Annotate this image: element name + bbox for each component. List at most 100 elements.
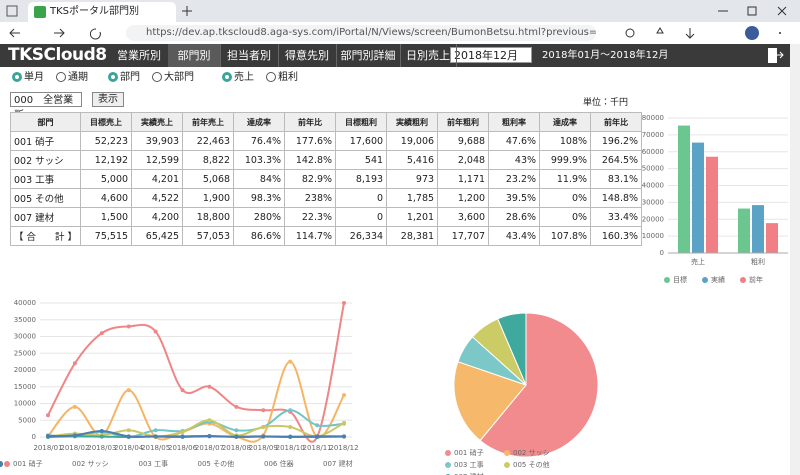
bar [766, 223, 778, 253]
nav-item[interactable]: 部門別詳細 [336, 44, 401, 67]
radio-option[interactable]: 粗利 [266, 71, 298, 85]
new-tab[interactable] [180, 4, 194, 18]
x-tick-label: 2018/03 [87, 444, 116, 452]
legend-swatch [0, 461, 3, 467]
tab-actions[interactable] [6, 5, 18, 17]
y-tick-label: 0 [660, 249, 664, 257]
pie-slice [479, 312, 599, 458]
toolbar-icons[interactable] [620, 25, 790, 41]
line-point [342, 434, 346, 439]
window-controls[interactable] [712, 4, 796, 18]
legend-label: 002 サッシ [513, 449, 550, 457]
x-tick-label: 2018/01 [33, 444, 62, 452]
radio-label: 単月 [24, 72, 44, 83]
y-tick-label: 50000 [642, 165, 664, 173]
line-point [288, 359, 293, 364]
column-header: 前年売上 [182, 112, 235, 132]
column-header: 達成率 [233, 112, 286, 132]
y-tick-label: 15000 [14, 383, 36, 391]
line-point [99, 434, 104, 439]
line-point [342, 301, 346, 305]
x-tick-label: 2018/11 [303, 444, 332, 452]
line-point [207, 384, 212, 389]
row-label: 【 合 計 】 [9, 226, 82, 246]
legend-label: 001 硝子 [454, 448, 484, 457]
column-header: 粗利率 [488, 112, 541, 132]
radio-dot[interactable] [222, 72, 232, 82]
x-tick-label: 2018/08 [222, 444, 251, 452]
line-point [126, 428, 131, 433]
scrollbar[interactable] [790, 44, 800, 475]
pie-slice [497, 312, 527, 386]
radio-option[interactable]: 通期 [56, 71, 88, 85]
legend-label: 007 建材 [323, 459, 353, 468]
nav-buttons[interactable] [6, 25, 116, 41]
line-point [72, 433, 77, 438]
radio-option[interactable]: 売上 [222, 71, 254, 85]
bar [706, 156, 718, 253]
y-tick-label: 25000 [14, 349, 36, 357]
y-tick-label: 70000 [642, 131, 664, 139]
x-tick-label: 2018/05 [141, 444, 170, 452]
nav-item[interactable]: 日別売上 [400, 44, 457, 67]
nav-item[interactable]: 担当者別 [220, 44, 279, 67]
logout-icon[interactable] [766, 47, 784, 64]
logo[interactable]: TKSCloud8 [8, 45, 107, 65]
show-button[interactable]: 表示 [92, 92, 124, 107]
table-row: 007 建材 1,500 4,200 18,800 280% 22.3% 0 1,201 3,6… [9, 207, 643, 227]
legend-swatch [4, 461, 10, 467]
x-tick-label: 2018/04 [114, 444, 144, 452]
month-picker[interactable]: 2018年12月 [450, 47, 532, 63]
table-row: 【 合 計 】 75,515 65,425 57,053 86.6% 114.7% 26,3… [9, 226, 643, 246]
app-header: TKSCloud8 2018年12月 2018年01月～2018年12月 営業所… [0, 44, 790, 67]
table-cell: 160.3% [590, 226, 643, 246]
line-point [234, 428, 239, 433]
nav-item[interactable]: 得意先別 [278, 44, 337, 67]
legend-label: 実績 [711, 275, 725, 284]
y-tick-label: 5000 [18, 416, 36, 424]
x-tick-label: 2018/07 [195, 444, 224, 452]
legend-label: 001 硝子 [13, 459, 43, 468]
line-point [288, 424, 293, 429]
line-point [207, 418, 212, 423]
line-point [342, 393, 346, 398]
legend-label: 007 建材 [454, 472, 484, 475]
y-tick-label: 10000 [642, 232, 664, 240]
legend-label: 003 工事 [139, 459, 169, 468]
y-tick-label: 80000 [642, 114, 664, 122]
url-field[interactable]: https://dev.ap.tkscloud8.aga-sys.com/iPo… [126, 25, 596, 41]
legend-swatch [445, 450, 451, 456]
radio-dot[interactable] [12, 72, 22, 82]
radio-label: 粗利 [278, 72, 298, 83]
radio-dot[interactable] [266, 72, 276, 82]
legend-label: 002 サッシ [72, 460, 109, 468]
column-header: 前年比 [590, 112, 643, 132]
radio-dot[interactable] [56, 72, 66, 82]
nav-item[interactable]: 部門別 [168, 44, 221, 67]
legend-label: 005 その他 [513, 460, 550, 469]
line-point [261, 434, 266, 439]
radio-option[interactable]: 大部門 [152, 71, 194, 85]
radio-option[interactable]: 単月 [12, 71, 44, 85]
line-point [180, 434, 185, 439]
column-header: 実績粗利 [386, 112, 439, 132]
column-header[interactable]: 部門 [9, 112, 82, 132]
x-tick-label: 2018/12 [329, 444, 358, 452]
y-tick-label: 0 [32, 433, 36, 441]
table-cell: 26,334 [335, 226, 388, 246]
legend-swatch [504, 462, 510, 468]
browser-tab[interactable]: TKSポータル部門別 [28, 2, 176, 22]
radio-dot[interactable] [152, 72, 162, 82]
bar [738, 208, 750, 253]
line-point [72, 404, 77, 409]
legend-swatch [702, 277, 708, 283]
pie-slice [453, 361, 527, 442]
radio-option[interactable]: 部門 [108, 71, 140, 85]
bar [692, 142, 704, 253]
radio-dot[interactable] [108, 72, 118, 82]
line-point [315, 423, 320, 428]
bar [678, 125, 690, 253]
radio-label: 大部門 [164, 72, 194, 83]
column-header: 目標売上 [80, 112, 133, 132]
